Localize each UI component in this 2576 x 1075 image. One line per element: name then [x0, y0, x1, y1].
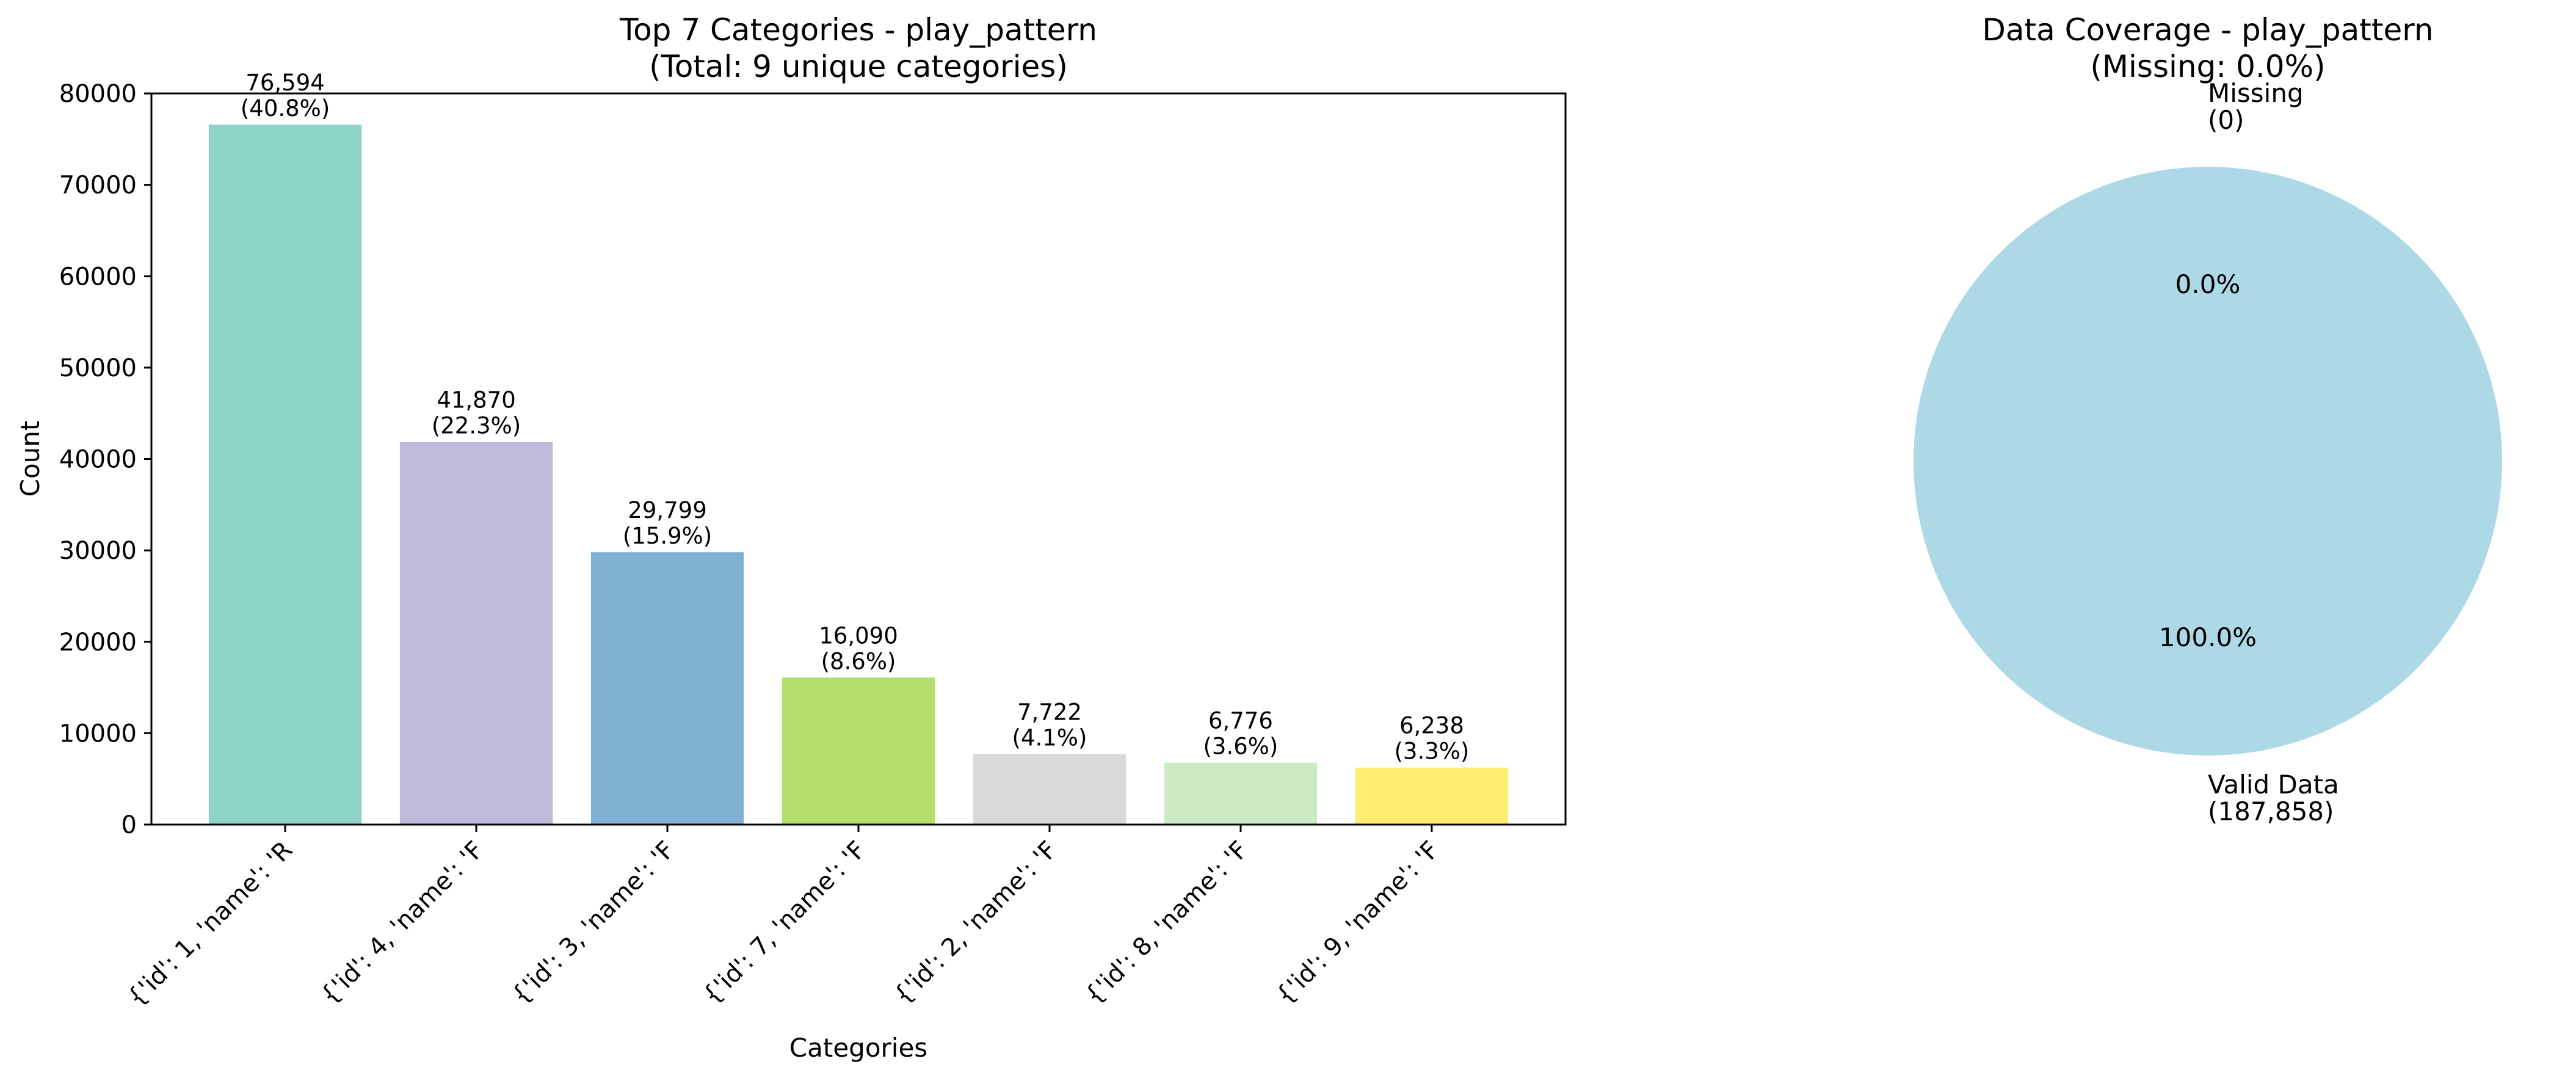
- pie-percent-label: 0.0%: [2175, 269, 2241, 299]
- bar-value-label: 6,238: [1399, 713, 1464, 739]
- bar-percent-label: (3.3%): [1394, 738, 1469, 765]
- x-axis-label: Categories: [789, 1033, 927, 1063]
- pie-chart-subtitle: (Missing: 0.0%): [2090, 49, 2325, 84]
- bar: [399, 442, 553, 825]
- bar-labels-group: 76,594(40.8%) 41,870(22.3%) 29,799(15.9%) 1…: [241, 70, 1469, 765]
- bars-group: [208, 124, 1509, 825]
- bar: [782, 677, 935, 825]
- y-axis-label: Count: [15, 421, 45, 497]
- bar-value-label: 6,776: [1208, 708, 1273, 734]
- y-axis-ticks: 0 10000 20000 30000 40000 50000 60000 70000 8000…: [59, 80, 151, 839]
- y-tick-label: 60000: [59, 263, 137, 291]
- pie-chart: Data Coverage - play_pattern (Missing: 0…: [1914, 12, 2502, 826]
- pie-slices-group: [1914, 167, 2502, 756]
- bar-percent-label: (40.8%): [241, 95, 330, 122]
- bar: [1164, 762, 1318, 825]
- bar-percent-label: (4.1%): [1012, 724, 1087, 751]
- bar-percent-label: (15.9%): [623, 523, 712, 549]
- y-tick-label: 0: [122, 811, 137, 839]
- bar: [208, 124, 362, 825]
- pie-slice: [1914, 167, 2502, 756]
- pie-slice-label: Missing: [2208, 78, 2304, 108]
- bar-value-label: 16,090: [819, 622, 898, 649]
- y-tick-label: 20000: [59, 629, 137, 657]
- y-tick-label: 30000: [59, 537, 137, 565]
- y-tick-label: 10000: [59, 720, 137, 748]
- bar-value-label: 76,594: [245, 70, 324, 96]
- bar-percent-label: (22.3%): [432, 413, 521, 439]
- bar-value-label: 7,722: [1017, 699, 1082, 725]
- pie-labels-group: Valid Data(187,858) 100.0% Missing(0) 0.0%: [2159, 78, 2339, 826]
- bar: [973, 754, 1127, 825]
- pie-slice-count-label: (187,858): [2208, 796, 2334, 826]
- y-tick-label: 50000: [59, 354, 137, 382]
- bar-value-label: 29,799: [628, 497, 706, 523]
- y-tick-label: 80000: [59, 80, 137, 108]
- pie-percent-label: 100.0%: [2159, 622, 2257, 652]
- bar-chart-subtitle: (Total: 9 unique categories): [649, 49, 1068, 84]
- bar-value-label: 41,870: [437, 387, 515, 414]
- bar: [1355, 767, 1509, 825]
- bar-chart-title: Top 7 Categories - play_pattern: [619, 12, 1097, 48]
- pie-slice-count-label: (0): [2208, 105, 2244, 135]
- bar-percent-label: (3.6%): [1203, 734, 1279, 760]
- bar: [590, 552, 744, 825]
- y-tick-label: 70000: [59, 172, 137, 200]
- pie-chart-title: Data Coverage - play_pattern: [1982, 12, 2433, 48]
- pie-slice-label: Valid Data: [2208, 770, 2339, 800]
- bar-percent-label: (8.6%): [821, 648, 896, 674]
- y-tick-label: 40000: [59, 446, 137, 474]
